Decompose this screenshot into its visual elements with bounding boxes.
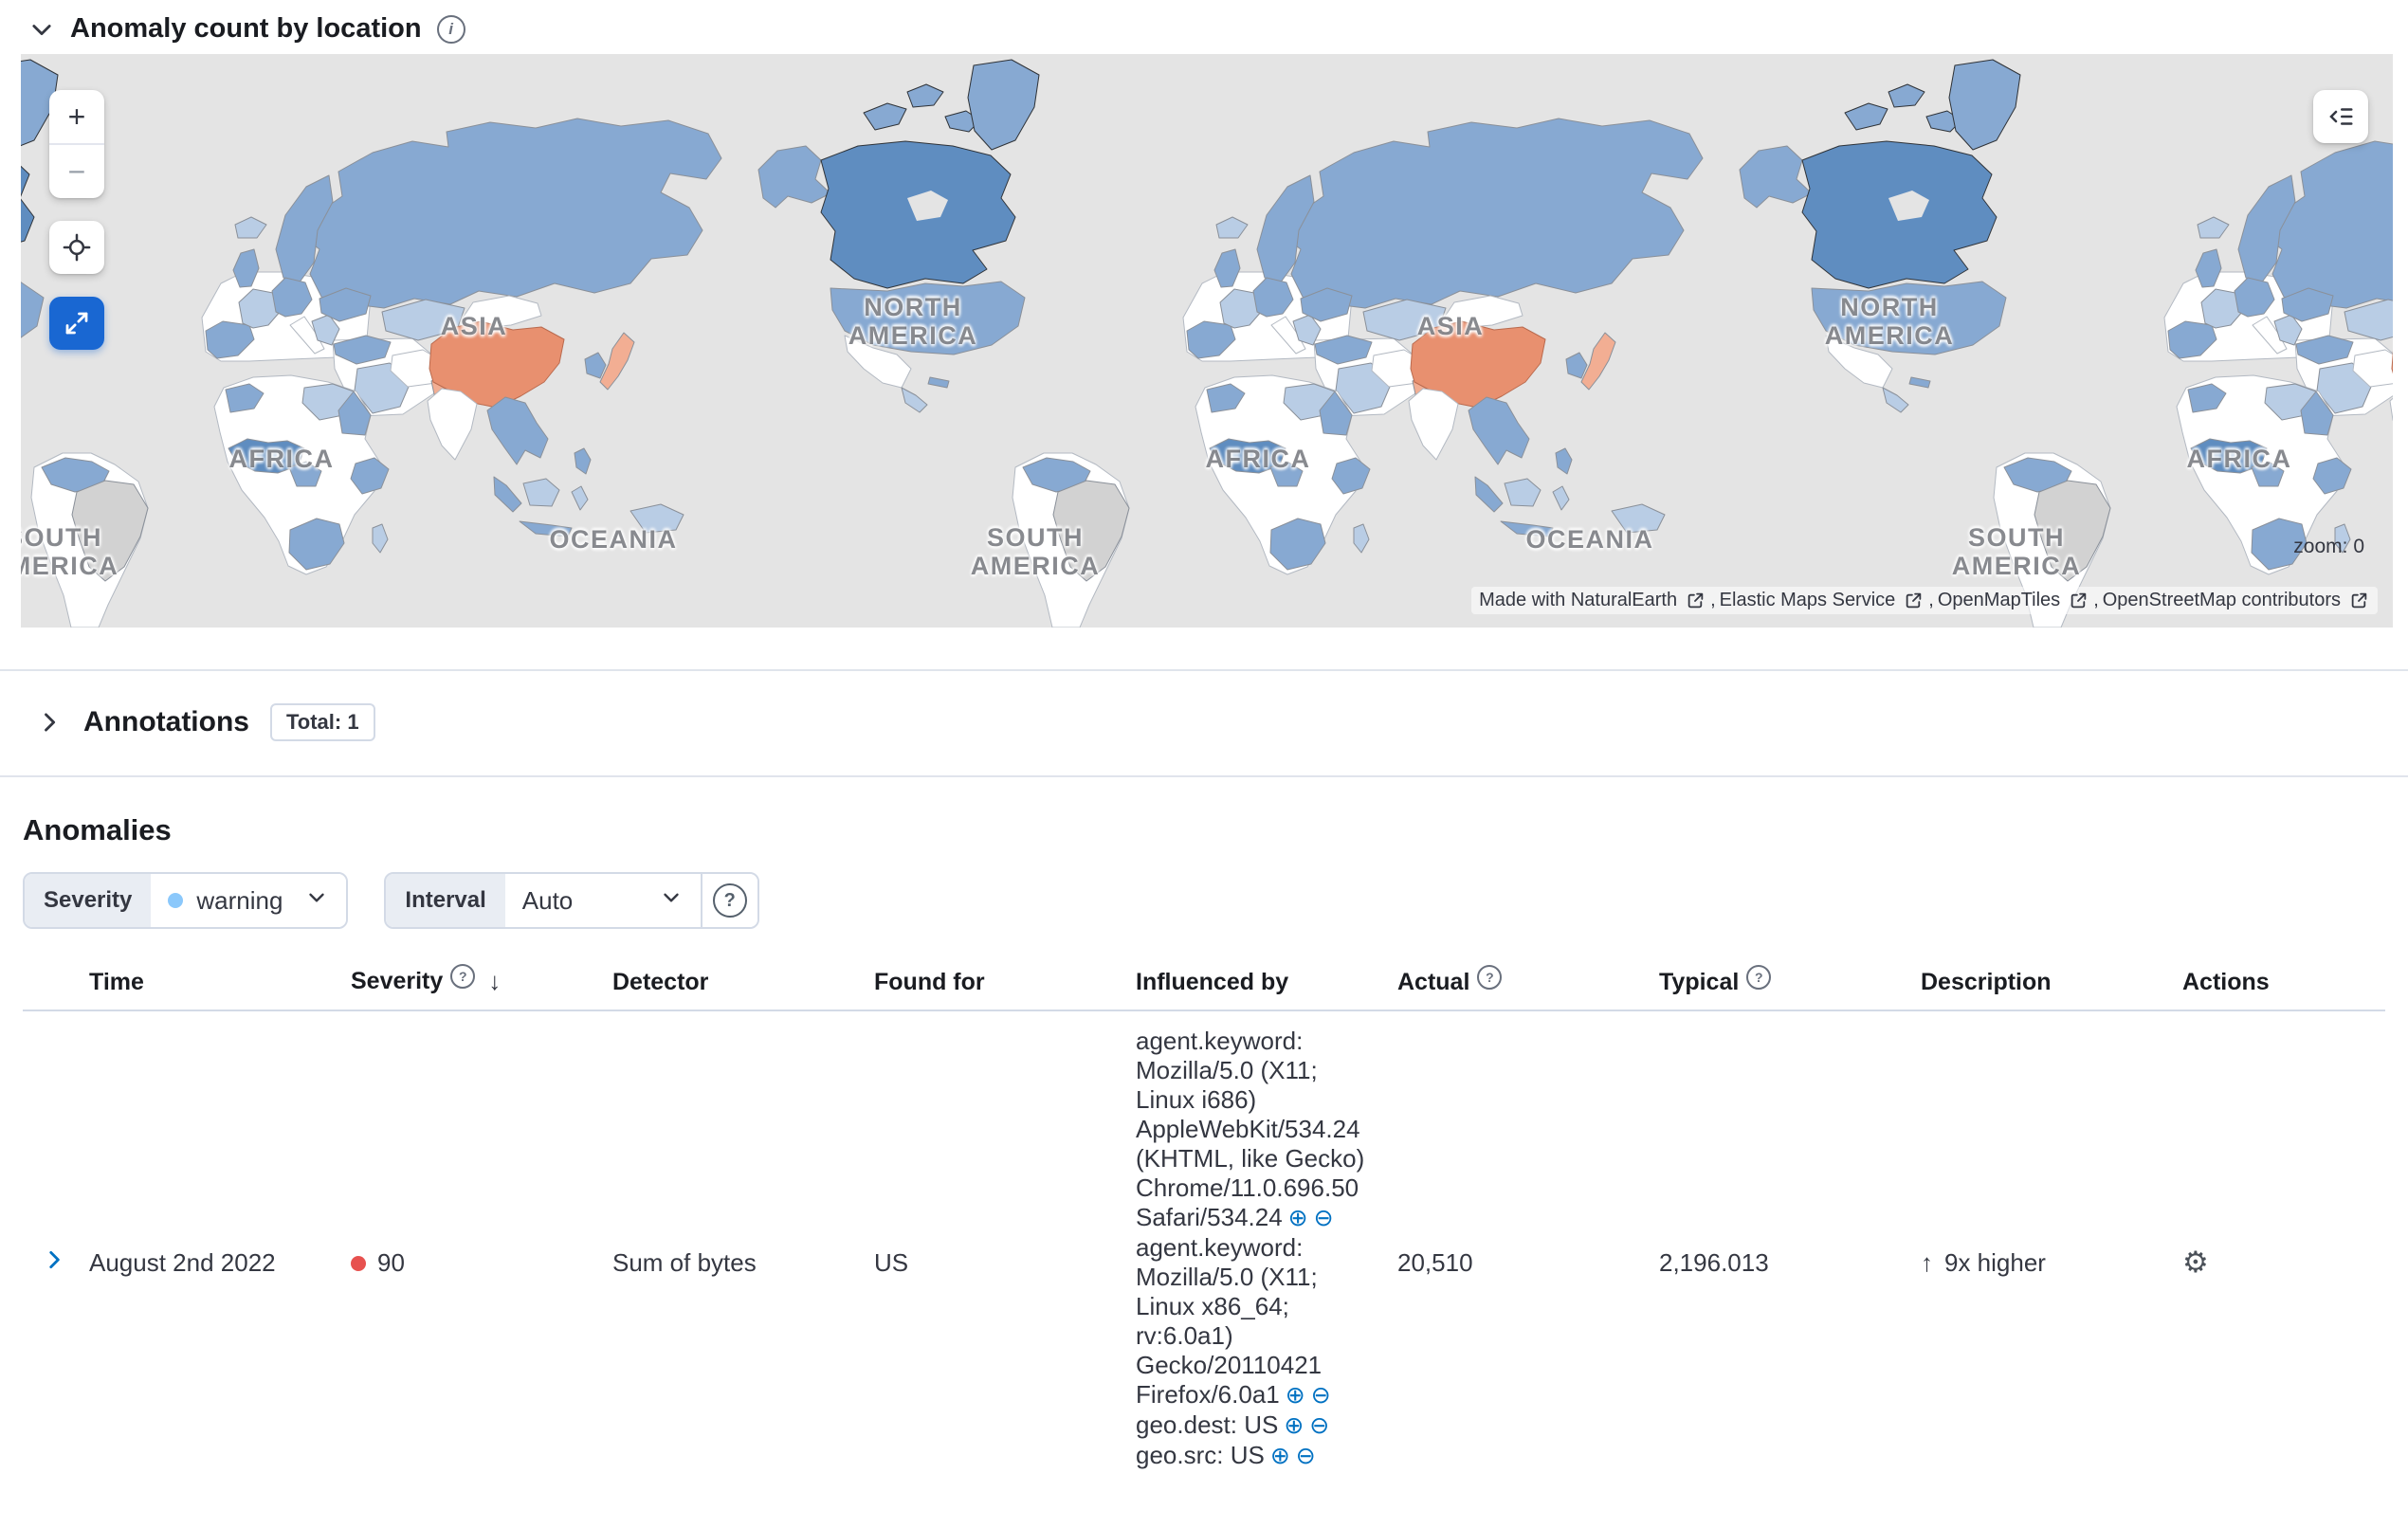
anomalies-table: Time Severity ? ↓ Detector Found for Inf…: [23, 957, 2385, 1515]
external-link-icon: [2070, 591, 2088, 609]
influencer-text: agent.keyword: Mozilla/5.0 (X11; Linux x…: [1136, 1233, 1323, 1409]
expand-row-button[interactable]: [42, 1249, 66, 1278]
influencer-item: geo.dest: US ⊕ ⊖: [1136, 1410, 1375, 1441]
cell-detector: Sum of bytes: [612, 1248, 757, 1277]
filter-in-icon[interactable]: ⊕: [1287, 1205, 1308, 1231]
collapse-layer-panel-button[interactable]: [2313, 90, 2368, 143]
header-description: Description: [1921, 957, 2182, 1011]
chevron-down-icon: [659, 885, 684, 917]
map-attribution: Made with NaturalEarth , Elastic Maps Se…: [1471, 587, 2378, 614]
collapse-layers-icon: [2329, 108, 2353, 125]
chevron-down-icon[interactable]: [28, 16, 55, 43]
header-influenced-by: Influenced by: [1136, 957, 1397, 1011]
chevron-right-icon[interactable]: [36, 709, 63, 736]
filter-out-icon[interactable]: ⊖: [1310, 1382, 1331, 1409]
cell-actions: ⚙: [2182, 1010, 2385, 1515]
anomalies-filters: Severity warning Interval Auto ?: [23, 872, 2408, 929]
world-map-canvas: [21, 59, 2393, 628]
anomalies-title: Anomalies: [23, 813, 172, 846]
annotations-title[interactable]: Annotations: [83, 706, 249, 737]
filter-out-icon[interactable]: ⊖: [1313, 1205, 1334, 1231]
interval-select-value: Auto: [521, 885, 574, 915]
filter-in-icon[interactable]: ⊕: [1284, 1412, 1304, 1439]
severity-filter-group: Severity warning: [23, 872, 349, 929]
header-detector: Detector: [612, 957, 874, 1011]
cell-found-for: US: [874, 1248, 909, 1277]
description-text: 9x higher: [1944, 1248, 2046, 1277]
chevron-down-icon: [304, 885, 329, 917]
annotations-accordion[interactable]: Annotations Total: 1: [36, 703, 2408, 741]
attribution-link[interactable]: Elastic Maps Service: [1719, 590, 1896, 610]
zoom-level-indicator: zoom: 0: [2293, 536, 2364, 557]
cell-description: ↑ 9x higher: [1921, 1010, 2182, 1515]
interval-filter-label: Interval: [386, 874, 505, 927]
crosshair-icon: [63, 233, 91, 262]
zoom-in-button[interactable]: +: [67, 99, 86, 134]
gear-icon[interactable]: ⚙: [2182, 1246, 2209, 1279]
filter-in-icon[interactable]: ⊕: [1285, 1382, 1305, 1409]
section-divider: [0, 775, 2408, 777]
cell-influenced-by: agent.keyword: Mozilla/5.0 (X11; Linux i…: [1136, 1010, 1397, 1515]
attribution-link[interactable]: Made with NaturalEarth: [1479, 590, 1678, 610]
influencer-item: agent.keyword: Mozilla/5.0 (X11; Linux i…: [1136, 1027, 1375, 1233]
sort-desc-icon: ↓: [488, 967, 502, 995]
attribution-link[interactable]: OpenMapTiles: [1937, 590, 2061, 610]
interval-select[interactable]: Auto: [504, 874, 701, 927]
header-expander: [23, 957, 89, 1011]
annotations-total-badge: Total: 1: [269, 703, 375, 741]
anomaly-map[interactable]: ASIA ASIA NORTH AMERICA NORTH AMERICA AF…: [21, 54, 2393, 628]
zoom-out-button[interactable]: −: [49, 143, 104, 198]
typical-help-icon[interactable]: ?: [1746, 964, 1772, 990]
table-header-row: Time Severity ? ↓ Detector Found for Inf…: [23, 957, 2385, 1011]
expand-icon: [65, 312, 88, 335]
severity-score: 90: [377, 1248, 405, 1277]
info-icon[interactable]: i: [436, 14, 465, 44]
attribution-separator: ,: [1710, 590, 1716, 610]
cell-time: August 2nd 2022: [89, 1248, 276, 1277]
severity-help-icon[interactable]: ?: [450, 963, 476, 989]
arrow-up-icon: ↑: [1921, 1248, 1933, 1277]
zoom-control-group: + −: [49, 90, 104, 198]
header-time: Time: [89, 957, 351, 1011]
influencer-item: geo.src: US ⊕ ⊖: [1136, 1441, 1375, 1471]
attribution-link[interactable]: OpenStreetMap contributors: [2102, 590, 2341, 610]
influencer-item: agent.keyword: Mozilla/5.0 (X11; Linux x…: [1136, 1233, 1375, 1410]
filter-in-icon[interactable]: ⊕: [1269, 1443, 1290, 1469]
influencer-text: agent.keyword: Mozilla/5.0 (X11; Linux i…: [1136, 1027, 1365, 1231]
header-actual: Actual ?: [1397, 957, 1659, 1011]
attribution-separator: ,: [1928, 590, 1934, 610]
cell-typical: 2,196.013: [1659, 1248, 1769, 1277]
header-found-for: Found for: [874, 957, 1136, 1011]
header-typical: Typical ?: [1659, 957, 1921, 1011]
influencer-text: geo.src: US: [1136, 1441, 1265, 1469]
set-view-button[interactable]: [49, 221, 104, 274]
header-actions: Actions: [2182, 957, 2385, 1011]
actual-help-icon[interactable]: ?: [1477, 964, 1503, 990]
cell-severity: 90: [351, 1010, 612, 1515]
filter-out-icon[interactable]: ⊖: [1295, 1443, 1316, 1469]
help-icon: ?: [712, 883, 747, 918]
influencer-text: geo.dest: US: [1136, 1410, 1279, 1439]
severity-critical-dot: [351, 1255, 366, 1271]
anomaly-row: August 2nd 2022 90 Sum of bytes US agent…: [23, 1010, 2385, 1515]
attribution-separator: ,: [2093, 590, 2099, 610]
interval-help-button[interactable]: ?: [700, 874, 757, 927]
section-divider: [0, 669, 2408, 671]
cell-actual: 20,510: [1397, 1248, 1473, 1277]
header-severity[interactable]: Severity ? ↓: [351, 957, 612, 1011]
map-panel-title[interactable]: Anomaly count by location: [70, 13, 422, 44]
row-expander-cell: [23, 1010, 89, 1515]
external-link-icon: [1905, 591, 1923, 609]
severity-filter-label: Severity: [25, 874, 152, 927]
filter-out-icon[interactable]: ⊖: [1309, 1412, 1330, 1439]
external-link-icon: [2350, 591, 2368, 609]
severity-select[interactable]: warning: [151, 874, 347, 927]
severity-select-value: warning: [196, 885, 283, 915]
external-link-icon: [1687, 591, 1705, 609]
severity-warning-dot: [168, 893, 184, 908]
fullscreen-map-button[interactable]: [49, 297, 104, 350]
map-panel-header[interactable]: Anomaly count by location i: [0, 0, 2408, 54]
interval-filter-group: Interval Auto ?: [384, 872, 759, 929]
